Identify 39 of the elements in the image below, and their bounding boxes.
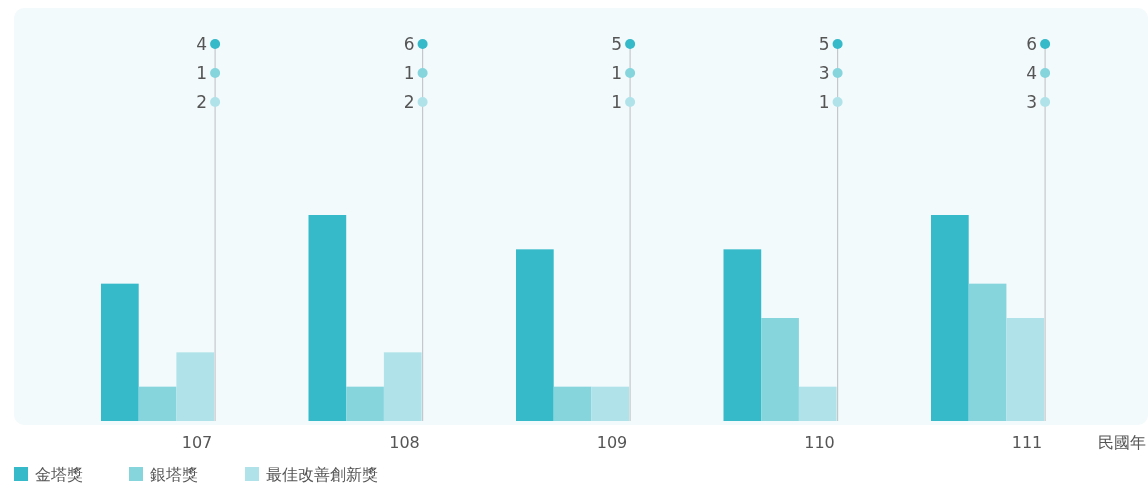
bar: [591, 386, 630, 421]
data-label: 2: [196, 92, 208, 112]
data-label: 1: [403, 63, 415, 83]
bar: [931, 215, 969, 421]
bar: [723, 249, 762, 421]
bar: [383, 352, 422, 421]
legend-label: 金塔獎: [35, 465, 83, 484]
data-label: 1: [818, 92, 830, 112]
data-label: 5: [611, 34, 623, 54]
x-tick-label: 107: [181, 433, 213, 452]
bar: [346, 386, 384, 421]
data-label: 1: [611, 63, 623, 83]
bar: [1006, 318, 1045, 421]
bar: [968, 283, 1007, 421]
data-label: 5: [818, 34, 830, 54]
data-label: 6: [1026, 34, 1038, 54]
data-label: 3: [1026, 92, 1038, 112]
x-tick-label: 108: [389, 433, 420, 452]
x-tick-label: 110: [804, 433, 835, 452]
data-label: 1: [196, 63, 208, 83]
data-label: 2: [403, 92, 415, 112]
data-label: 4: [1026, 63, 1038, 83]
data-label: 1: [611, 92, 623, 112]
bar: [308, 215, 347, 421]
x-tick-label: 109: [596, 433, 628, 452]
bar: [798, 386, 837, 421]
legend-label: 銀塔獎: [150, 465, 198, 484]
bar: [516, 249, 554, 421]
bar: [101, 283, 139, 421]
data-label: 3: [818, 63, 830, 83]
data-label: 4: [196, 34, 208, 54]
bar: [553, 386, 592, 421]
bar: [761, 318, 799, 421]
bar: [138, 386, 177, 421]
x-tick-label: 111: [1011, 433, 1043, 452]
x-axis-title: 民國年: [1098, 433, 1146, 452]
bar: [176, 352, 215, 421]
data-label: 6: [403, 34, 415, 54]
legend-label: 最佳改善創新獎: [266, 465, 378, 484]
